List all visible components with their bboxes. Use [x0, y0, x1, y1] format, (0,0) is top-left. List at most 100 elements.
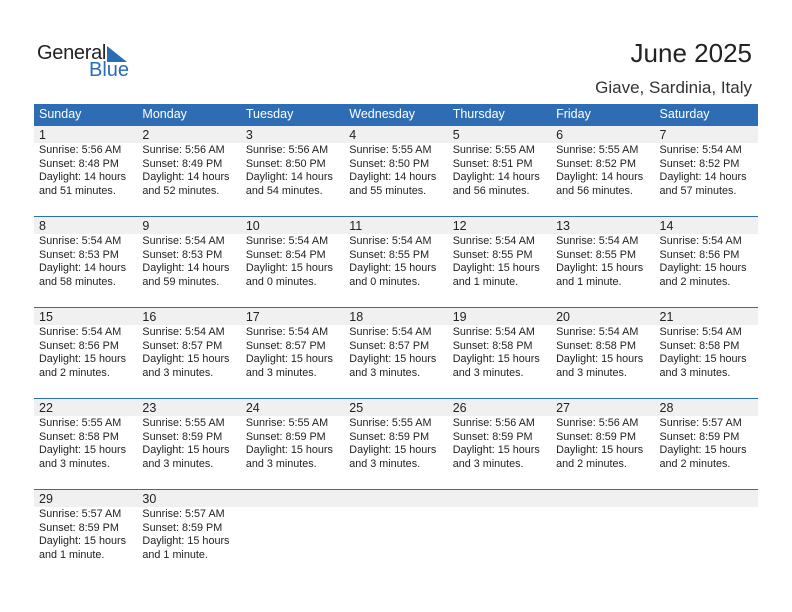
daylight-text: Daylight: 15 hours [39, 535, 127, 548]
day-info: Sunrise: 5:54 AM Sunset: 8:54 PM Daylight:… [241, 234, 344, 289]
week-row: 29 Sunrise: 5:57 AM Sunset: 8:59 PM Dayligh… [34, 489, 758, 580]
daylight-text: and 54 minutes. [245, 184, 323, 197]
day-cell: 23 Sunrise: 5:55 AM Sunset: 8:59 PM Dayligh… [137, 399, 241, 489]
day-number: 11 [344, 217, 448, 234]
weekday-sunday: Sunday [39, 107, 82, 121]
sunrise-text: Sunrise: 5:54 AM [142, 235, 225, 247]
calendar: Sunday Monday Tuesday Wednesday Thursday Frid… [34, 104, 758, 580]
day-info: Sunrise: 5:54 AM Sunset: 8:56 PM Daylight:… [34, 325, 137, 380]
day-cell: 12 Sunrise: 5:54 AM Sunset: 8:55 PM Dayligh… [447, 217, 552, 307]
day-number: 4 [344, 126, 448, 143]
sunrise-text: Sunrise: 5:56 AM [452, 417, 535, 429]
empty-day-band [344, 490, 448, 507]
logo-general-text: General [37, 42, 107, 64]
empty-cell [447, 490, 552, 580]
day-info: Sunrise: 5:55 AM Sunset: 8:58 PM Daylight:… [34, 416, 137, 471]
daylight-text: and 3 minutes. [39, 457, 110, 470]
sunrise-text: Sunrise: 5:54 AM [39, 326, 122, 338]
day-cell: 7 Sunrise: 5:54 AM Sunset: 8:52 PM Daylight… [654, 126, 758, 216]
day-number: 21 [654, 308, 758, 325]
day-info: Sunrise: 5:54 AM Sunset: 8:55 PM Daylight:… [344, 234, 447, 289]
weekday-monday: Monday [142, 107, 187, 121]
sunrise-text: Sunrise: 5:55 AM [349, 417, 432, 429]
sunset-text: Sunset: 8:59 PM [659, 430, 740, 443]
weekday-header: Sunday Monday Tuesday Wednesday Thursday Frid… [34, 104, 758, 125]
day-info: Sunrise: 5:56 AM Sunset: 8:59 PM Daylight:… [448, 416, 551, 471]
day-cell: 26 Sunrise: 5:56 AM Sunset: 8:59 PM Dayligh… [447, 399, 552, 489]
daylight-text: Daylight: 14 hours [142, 262, 230, 275]
daylight-text: and 59 minutes. [142, 275, 220, 288]
day-info: Sunrise: 5:56 AM Sunset: 8:48 PM Daylight:… [34, 143, 137, 198]
sunset-text: Sunset: 8:51 PM [452, 157, 533, 170]
daylight-text: and 52 minutes. [142, 184, 220, 197]
daylight-text: and 3 minutes. [245, 457, 317, 470]
day-number: 7 [654, 126, 758, 143]
sunset-text: Sunset: 8:58 PM [659, 339, 740, 352]
day-info: Sunrise: 5:54 AM Sunset: 8:57 PM Daylight:… [344, 325, 447, 380]
sunset-text: Sunset: 8:52 PM [556, 157, 636, 170]
day-cell: 21 Sunrise: 5:54 AM Sunset: 8:58 PM Dayligh… [654, 308, 758, 398]
empty-cell [344, 490, 448, 580]
empty-day-band [551, 490, 655, 507]
day-number: 14 [654, 217, 758, 234]
day-cell: 28 Sunrise: 5:57 AM Sunset: 8:59 PM Dayligh… [654, 399, 758, 489]
daylight-text: Daylight: 15 hours [659, 262, 747, 275]
daylight-text: and 51 minutes. [39, 184, 116, 197]
sunset-text: Sunset: 8:53 PM [39, 248, 119, 261]
daylight-text: and 55 minutes. [349, 184, 427, 197]
day-number: 12 [447, 217, 552, 234]
daylight-text: Daylight: 14 hours [39, 171, 127, 184]
day-number: 6 [551, 126, 655, 143]
empty-cell [654, 490, 758, 580]
sunrise-text: Sunrise: 5:56 AM [556, 417, 639, 429]
daylight-text: Daylight: 14 hours [659, 171, 747, 184]
logo-triangle-icon [107, 46, 127, 62]
sunset-text: Sunset: 8:57 PM [245, 339, 326, 352]
day-number: 27 [551, 399, 655, 416]
day-cell: 9 Sunrise: 5:54 AM Sunset: 8:53 PM Daylight… [137, 217, 241, 307]
empty-day-band [447, 490, 552, 507]
week-row: 22 Sunrise: 5:55 AM Sunset: 8:58 PM Dayligh… [34, 398, 758, 489]
page-title: June 2025 [630, 38, 752, 68]
weekday-friday: Friday [556, 107, 591, 121]
sunset-text: Sunset: 8:53 PM [142, 248, 223, 261]
sunrise-text: Sunrise: 5:54 AM [556, 326, 639, 338]
weekday-tuesday: Tuesday [245, 107, 294, 121]
sunset-text: Sunset: 8:58 PM [556, 339, 636, 352]
daylight-text: and 1 minute. [142, 548, 208, 561]
daylight-text: and 3 minutes. [452, 366, 524, 379]
day-info: Sunrise: 5:54 AM Sunset: 8:52 PM Daylight:… [655, 143, 758, 198]
daylight-text: and 0 minutes. [349, 275, 421, 288]
day-cell: 4 Sunrise: 5:55 AM Sunset: 8:50 PM Daylight… [344, 126, 448, 216]
sunrise-text: Sunrise: 5:54 AM [349, 326, 432, 338]
sunset-text: Sunset: 8:59 PM [556, 430, 636, 443]
day-info: Sunrise: 5:56 AM Sunset: 8:49 PM Daylight:… [137, 143, 240, 198]
daylight-text: Daylight: 14 hours [142, 171, 230, 184]
location-subtitle: Giave, Sardinia, Italy [595, 78, 752, 97]
sunset-text: Sunset: 8:55 PM [452, 248, 533, 261]
day-number: 26 [447, 399, 552, 416]
calendar-body: 1 Sunrise: 5:56 AM Sunset: 8:48 PM Daylight… [34, 125, 758, 580]
weekday-thursday: Thursday [452, 107, 505, 121]
day-number: 5 [447, 126, 552, 143]
day-info: Sunrise: 5:54 AM Sunset: 8:55 PM Daylight:… [448, 234, 551, 289]
sunset-text: Sunset: 8:59 PM [39, 521, 119, 534]
day-number: 24 [240, 399, 345, 416]
day-info: Sunrise: 5:54 AM Sunset: 8:53 PM Daylight:… [137, 234, 240, 289]
empty-day-band [654, 490, 758, 507]
daylight-text: Daylight: 15 hours [349, 444, 437, 457]
daylight-text: Daylight: 15 hours [556, 353, 644, 366]
sunrise-text: Sunrise: 5:54 AM [452, 235, 535, 247]
day-number: 13 [551, 217, 655, 234]
sunset-text: Sunset: 8:50 PM [349, 157, 430, 170]
day-cell: 5 Sunrise: 5:55 AM Sunset: 8:51 PM Daylight… [447, 126, 552, 216]
sunrise-text: Sunrise: 5:56 AM [39, 144, 122, 156]
day-number: 19 [447, 308, 552, 325]
day-number: 29 [34, 490, 138, 507]
day-cell: 27 Sunrise: 5:56 AM Sunset: 8:59 PM Dayligh… [551, 399, 655, 489]
daylight-text: and 3 minutes. [349, 457, 421, 470]
sunset-text: Sunset: 8:54 PM [245, 248, 326, 261]
sunrise-text: Sunrise: 5:57 AM [142, 508, 225, 520]
daylight-text: and 58 minutes. [39, 275, 116, 288]
day-number: 8 [34, 217, 138, 234]
